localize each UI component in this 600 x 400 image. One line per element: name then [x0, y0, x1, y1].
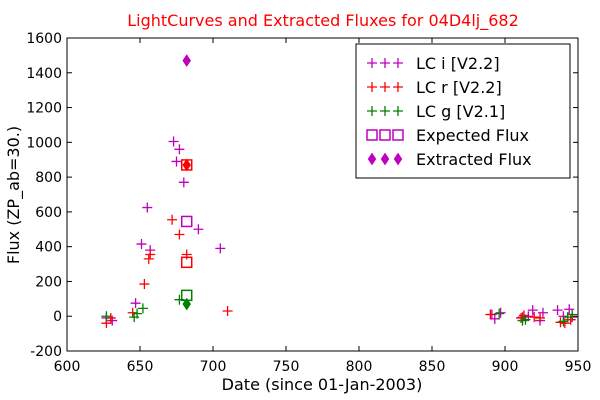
extracted-flux-point: [182, 297, 192, 311]
data-point-r: [529, 312, 540, 323]
data-point-i: [552, 305, 563, 316]
data-point-g: [494, 308, 505, 319]
data-point-r: [559, 318, 570, 329]
legend-marker: [379, 129, 391, 141]
data-point-i: [178, 177, 189, 188]
legend-marker: [393, 152, 403, 166]
legend-marker: [392, 129, 404, 141]
legend-marker: [380, 82, 390, 92]
chart-title: LightCurves and Extracted Fluxes for 04D…: [127, 11, 519, 31]
legend-marker: [367, 58, 377, 68]
data-point-r: [143, 253, 154, 264]
legend-marker: [367, 82, 377, 92]
data-point-i: [142, 202, 153, 213]
legend-marker: [366, 129, 378, 141]
legend-label: LC r [V2.2]: [416, 78, 502, 97]
expected-flux-point: [180, 256, 193, 269]
data-point-g: [137, 303, 148, 314]
x-tick-label: 950: [565, 359, 592, 375]
x-tick-label: 900: [492, 359, 519, 375]
legend-label: LC i [V2.2]: [416, 54, 500, 73]
legend-label: Extracted Flux: [416, 150, 532, 169]
legend: LC i [V2.2] LC r [V2.2] LC g [V2.1] Expecte…: [355, 43, 571, 179]
extracted-flux-point: [182, 158, 192, 172]
legend-marker: [393, 82, 403, 92]
y-axis-label: Flux (ZP_ab=30.): [4, 126, 24, 264]
data-point-r: [127, 307, 138, 318]
legend-label: Expected Flux: [416, 126, 529, 145]
data-point-g: [558, 316, 569, 327]
x-tick-label: 850: [419, 359, 446, 375]
y-tick-label: 1200: [26, 101, 62, 117]
data-point-i: [193, 224, 204, 235]
x-tick-label: 650: [127, 359, 154, 375]
data-point-r: [518, 310, 529, 321]
expected-flux-point: [180, 215, 193, 228]
data-point-r: [535, 312, 546, 323]
data-point-r: [139, 279, 150, 290]
data-point-i: [174, 144, 185, 155]
data-point-g: [567, 309, 578, 320]
y-tick-label: 200: [35, 274, 62, 290]
data-point-r: [222, 306, 233, 317]
data-point-g: [101, 311, 112, 322]
data-point-i: [489, 313, 500, 324]
legend-marker: [393, 58, 403, 68]
y-tick-label: 1000: [26, 135, 62, 151]
y-tick-label: 0: [53, 309, 62, 325]
data-point-i: [215, 243, 226, 254]
legend-marker: [380, 58, 390, 68]
data-point-i: [171, 156, 182, 167]
x-tick-label: 750: [273, 359, 300, 375]
y-tick-label: 1600: [26, 31, 62, 47]
y-tick-label: 600: [35, 205, 62, 221]
data-point-i: [136, 239, 147, 250]
x-tick-label: 600: [54, 359, 81, 375]
legend-marker: [380, 106, 390, 116]
data-point-i: [537, 307, 548, 318]
data-point-g: [132, 308, 143, 319]
x-tick-label: 700: [200, 359, 227, 375]
legend-box: [355, 43, 571, 179]
data-point-r: [145, 249, 156, 260]
y-tick-label: 1400: [26, 66, 62, 82]
legend-marker: [380, 152, 390, 166]
data-point-i: [564, 304, 575, 315]
legend-marker: [367, 106, 377, 116]
data-point-i: [130, 298, 141, 309]
extracted-flux-point: [182, 54, 192, 68]
data-point-i: [107, 315, 118, 326]
y-tick-label: -200: [30, 344, 62, 360]
y-tick-label: 400: [35, 240, 62, 256]
x-axis-label: Date (since 01-Jan-2003): [222, 375, 423, 394]
data-point-r: [105, 312, 116, 323]
y-tick-label: 800: [35, 170, 62, 186]
data-point-i: [527, 305, 538, 316]
data-point-r: [485, 309, 496, 320]
plot-frame: [66, 37, 579, 352]
legend-marker: [393, 106, 403, 116]
legend-marker: [367, 152, 377, 166]
data-point-i: [495, 307, 506, 318]
data-marks: [101, 54, 578, 329]
legend-label: LC g [V2.1]: [416, 102, 505, 121]
data-point-r: [174, 229, 185, 240]
axis-ticks: 600 650 700 750 800 850 900 950 -200 0 200 400 600 80…: [26, 31, 591, 375]
data-point-r: [167, 214, 178, 225]
data-point-g: [520, 314, 531, 325]
data-point-g: [562, 312, 573, 323]
x-tick-label: 800: [346, 359, 373, 375]
data-point-i: [168, 136, 179, 147]
